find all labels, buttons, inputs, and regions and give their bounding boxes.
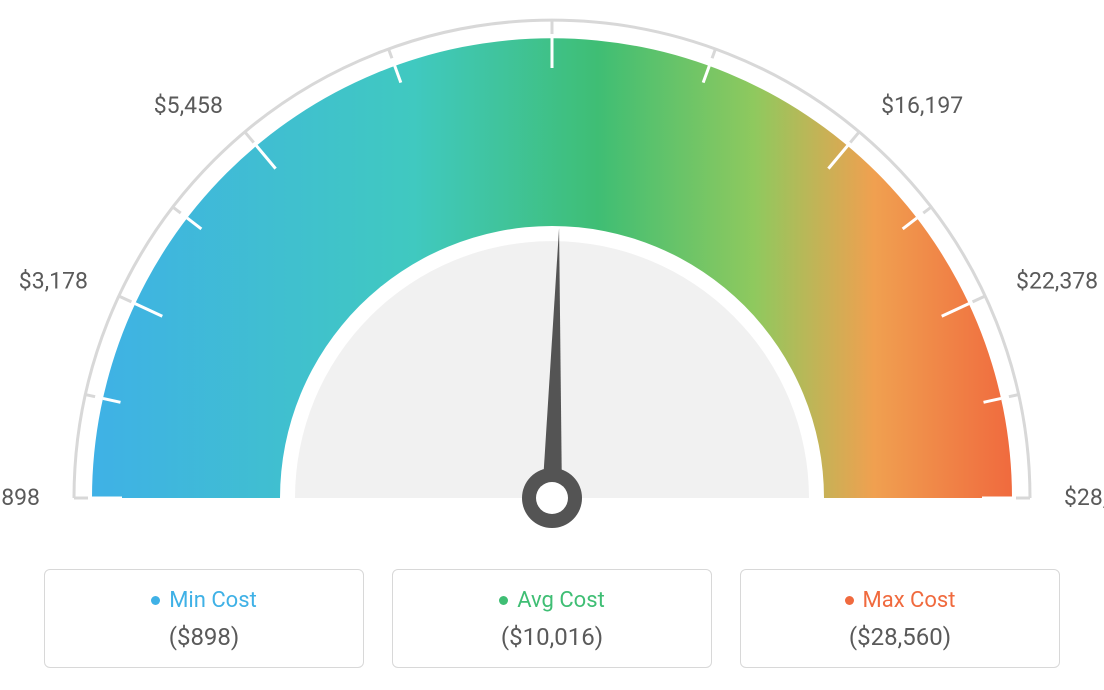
gauge-tick-label: $28,560 [1064, 484, 1104, 511]
gauge-tick-label: $22,378 [1016, 268, 1098, 295]
outer-tick [850, 132, 859, 143]
legend-title-text: Min Cost [169, 588, 257, 613]
legend-card: Max Cost ($28,560) [740, 569, 1060, 668]
outer-minor-tick [1009, 395, 1019, 397]
outer-minor-tick [923, 207, 931, 213]
outer-tick [245, 132, 254, 143]
outer-minor-tick [712, 49, 715, 58]
legend-title: Min Cost [151, 588, 257, 613]
gauge-tick-label: $16,197 [881, 92, 963, 119]
outer-tick [119, 296, 132, 302]
legend-card: Min Cost ($898) [44, 569, 364, 668]
legend-title-text: Avg Cost [517, 588, 605, 613]
legend-title-text: Max Cost [863, 588, 956, 613]
legend-value: ($10,016) [501, 623, 603, 651]
outer-tick [973, 296, 986, 302]
legend-value: ($898) [169, 623, 240, 651]
legend-row: Min Cost ($898) Avg Cost ($10,016) Max Cost (… [0, 569, 1104, 668]
gauge-tick-label: $898 [0, 484, 40, 511]
legend-dot-icon [499, 596, 508, 605]
gauge-hub-inner [536, 482, 568, 514]
legend-dot-icon [151, 596, 160, 605]
legend-card: Avg Cost ($10,016) [392, 569, 712, 668]
outer-minor-tick [85, 395, 95, 397]
gauge-tick-label: $3,178 [19, 268, 88, 295]
legend-dot-icon [845, 596, 854, 605]
legend-title: Max Cost [845, 588, 956, 613]
legend-title: Avg Cost [499, 588, 605, 613]
gauge-tick-label: $5,458 [154, 92, 223, 119]
legend-value: ($28,560) [849, 623, 951, 651]
gauge-svg: $898$3,178$5,458$10,016$16,197$22,378$28… [0, 0, 1104, 550]
gauge-chart: $898$3,178$5,458$10,016$16,197$22,378$28… [0, 0, 1104, 550]
outer-minor-tick [389, 49, 392, 58]
outer-minor-tick [173, 207, 181, 213]
